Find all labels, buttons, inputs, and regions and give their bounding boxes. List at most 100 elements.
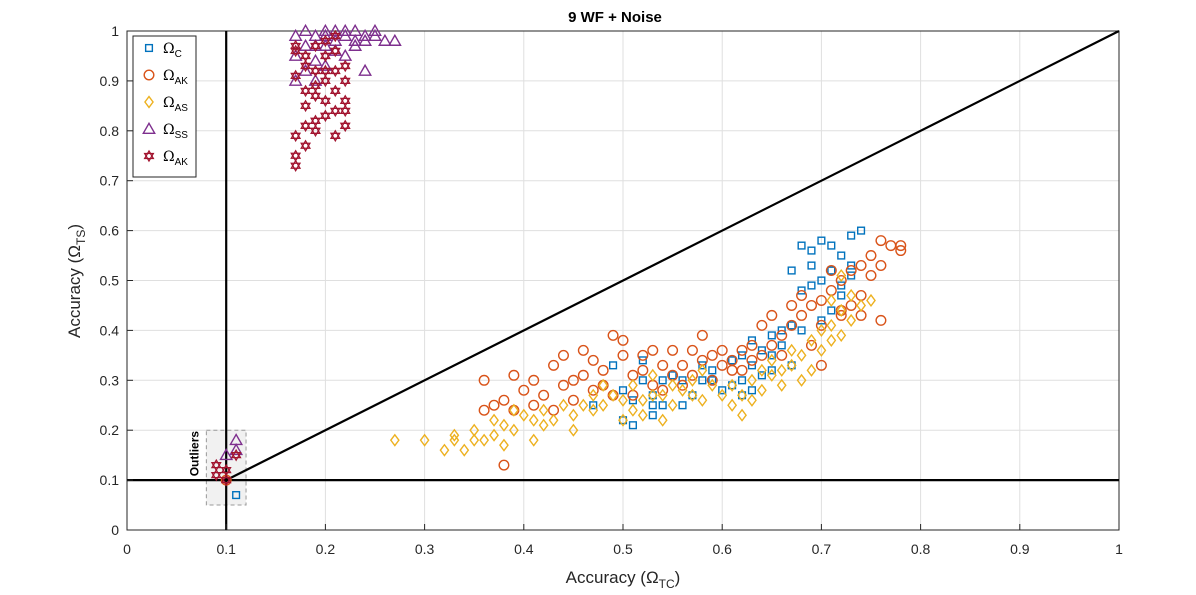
point-as [727, 378, 738, 392]
x-tick-label: 0.7 [812, 541, 832, 557]
point-ak2-up [319, 64, 331, 75]
point-ak [736, 344, 748, 356]
point-c [658, 376, 667, 385]
point-ak [835, 275, 847, 287]
point-as [667, 378, 678, 392]
point-as [796, 373, 807, 387]
point-ak [756, 319, 768, 331]
chart-title: 9 WF + Noise [568, 9, 662, 26]
point-ak2-down [210, 461, 222, 472]
point-c [827, 306, 836, 315]
point-ak2-up [339, 59, 351, 70]
point-as [717, 388, 728, 402]
point-ak2-up [310, 89, 321, 100]
point-ss [318, 28, 333, 41]
point-ak [637, 349, 649, 361]
point-ak [726, 354, 738, 366]
legend-subscript: SS [175, 130, 189, 141]
point-c [737, 376, 747, 385]
point-as [469, 433, 480, 447]
point-as [667, 398, 678, 412]
point-ak2 [300, 119, 312, 133]
point-c [698, 376, 707, 385]
point-ak2-down [319, 52, 331, 63]
series-as [389, 268, 876, 457]
point-ak [875, 314, 887, 326]
point-ak2-down [300, 62, 312, 73]
point-c [609, 361, 618, 370]
y-tick-label: 0.7 [100, 173, 120, 189]
point-c [787, 266, 796, 275]
legend-subscript: AK [175, 76, 189, 87]
point-ak [538, 389, 550, 401]
point-c [817, 236, 826, 245]
legend-symbol: Ω [163, 95, 175, 111]
point-ak [825, 284, 837, 296]
point-as [836, 328, 847, 342]
point-as [578, 398, 589, 412]
point-ak [805, 299, 817, 311]
point-ak2-down [300, 122, 312, 133]
point-ss [288, 48, 303, 61]
point-ak2 [339, 104, 351, 118]
point-as [657, 388, 668, 402]
point-c [797, 286, 806, 295]
outlier-label: Outliers [187, 431, 201, 477]
point-ak2 [329, 64, 341, 78]
point-as [419, 433, 430, 447]
point-c [837, 251, 846, 260]
point-ak [518, 384, 530, 396]
point-ak [865, 270, 877, 282]
point-as [826, 293, 837, 308]
point-c [718, 386, 727, 395]
point-ss [358, 28, 372, 41]
point-ak [865, 250, 877, 262]
point-c [628, 421, 637, 430]
data-points [210, 23, 907, 500]
point-as [697, 363, 708, 377]
point-ak2-up [290, 149, 302, 159]
point-as [608, 388, 619, 402]
point-ak2-up [339, 119, 351, 129]
point-ak2-up [310, 64, 321, 75]
point-as [727, 398, 738, 412]
point-as [776, 378, 787, 392]
x-tick-label: 0.8 [911, 541, 931, 557]
point-ak2-up [319, 94, 331, 105]
point-as [548, 413, 559, 427]
point-ak [776, 329, 788, 341]
point-ak2 [290, 44, 302, 58]
point-ak2-down [300, 102, 312, 113]
point-ak [627, 369, 639, 381]
point-c [787, 321, 796, 330]
point-ak [706, 349, 718, 361]
point-ak2-up [310, 114, 321, 124]
point-as [657, 413, 668, 427]
legend-marker-c [144, 43, 154, 53]
x-axis-title-suffix: ) [675, 568, 681, 587]
point-ak2-down [300, 87, 312, 98]
point-ak2 [339, 74, 351, 88]
y-tick-label: 0.9 [100, 73, 120, 89]
point-ak [716, 359, 728, 371]
tick-labels: 0 0.1 0.2 0.3 0.4 0.5 0.6 0.7 0.8 0.9 1 0 0.1 0.2 0.3 0… [100, 23, 1124, 557]
y-axis-title-sub: TS [74, 230, 88, 245]
point-c [628, 396, 637, 405]
point-ak2 [290, 69, 302, 83]
point-ak2-down [319, 97, 331, 108]
point-ak2-down [329, 47, 341, 58]
point-ss [358, 33, 372, 46]
point-c [648, 401, 657, 410]
legend-label-as: ΩAS [163, 95, 188, 114]
point-c [767, 351, 776, 360]
point-ak2 [319, 94, 331, 108]
point-ak [548, 404, 560, 416]
point-ak2-up [319, 34, 331, 45]
point-ak2 [310, 89, 321, 103]
y-axis-title-suffix: ) [65, 224, 84, 230]
point-ak2-down [290, 132, 302, 143]
point-ak2-down [329, 107, 341, 118]
point-ak [577, 344, 589, 356]
y-tick-label: 0.3 [100, 372, 120, 388]
point-c [797, 326, 806, 335]
